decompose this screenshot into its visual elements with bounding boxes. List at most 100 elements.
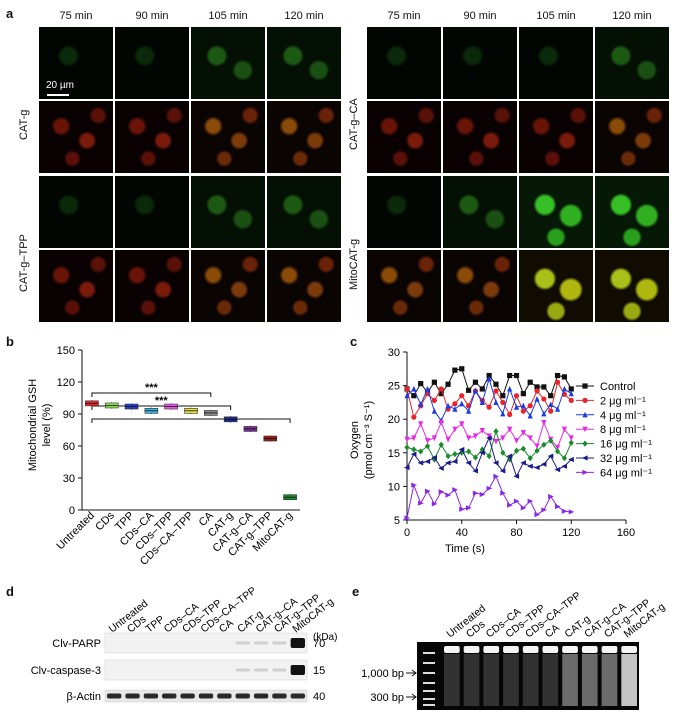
data-point xyxy=(541,507,547,513)
data-point xyxy=(541,384,547,390)
x-tick-label: CDs xyxy=(93,509,117,533)
blot-band xyxy=(235,668,250,672)
data-point xyxy=(534,443,540,450)
data-point xyxy=(451,458,458,465)
data-point xyxy=(506,453,513,459)
data-point xyxy=(520,402,526,409)
data-point xyxy=(554,503,561,510)
data-point xyxy=(438,391,444,397)
data-point xyxy=(507,502,513,508)
row-label: CAT-g xyxy=(18,109,30,140)
gel-smear xyxy=(503,654,519,706)
data-point xyxy=(554,467,561,473)
data-point xyxy=(411,482,417,488)
legend-item: Control xyxy=(576,381,635,393)
box-series xyxy=(85,400,297,501)
data-point xyxy=(438,465,444,471)
data-point xyxy=(500,393,506,399)
legend-label: 4 μg ml⁻¹ xyxy=(600,410,646,422)
series-line xyxy=(406,368,572,397)
gel-smear xyxy=(483,654,500,706)
time-header: 120 min xyxy=(612,10,652,22)
y-tick-label: 120 xyxy=(57,377,75,389)
gel-smear xyxy=(444,654,460,706)
y-tick-label: 30 xyxy=(388,347,400,359)
y-tick-label: 20 xyxy=(388,414,400,426)
data-point xyxy=(486,433,492,440)
data-point xyxy=(568,397,574,403)
legend-item: 32 μg ml⁻¹ xyxy=(576,453,652,465)
data-point xyxy=(554,444,561,451)
data-point xyxy=(424,385,431,392)
row-label: CAT-g–CA xyxy=(348,98,360,150)
series-line xyxy=(406,380,572,419)
kda-marker: 40 xyxy=(313,691,325,703)
data-point xyxy=(411,393,417,399)
data-point xyxy=(513,447,520,454)
data-point xyxy=(533,464,540,471)
data-point xyxy=(452,406,458,412)
data-point xyxy=(513,393,520,399)
micrograph xyxy=(443,101,517,173)
data-point xyxy=(479,399,485,405)
data-point xyxy=(445,381,451,387)
marker-arrow xyxy=(406,693,417,701)
gel-band xyxy=(463,646,480,653)
blot-band xyxy=(290,638,305,648)
data-point xyxy=(492,460,499,466)
y-tick-labels: 0 30 60 90 120 150 xyxy=(57,345,75,517)
data-point xyxy=(465,460,472,466)
data-point xyxy=(493,381,499,387)
data-point xyxy=(438,489,445,495)
data-point xyxy=(404,386,410,392)
data-point xyxy=(507,411,513,418)
micrograph xyxy=(191,250,265,322)
time-header: 75 min xyxy=(59,10,93,22)
significance-bracket xyxy=(91,392,212,397)
micrograph xyxy=(595,250,669,322)
data-point xyxy=(500,410,506,417)
data-point xyxy=(404,392,410,399)
micrograph xyxy=(367,27,441,99)
micrograph xyxy=(443,176,517,248)
panel-b-label: b xyxy=(6,334,14,349)
micrograph xyxy=(443,27,517,99)
micrograph xyxy=(39,176,113,248)
data-point xyxy=(534,447,540,454)
significance-brackets: ********* xyxy=(91,382,291,423)
gel-band xyxy=(562,646,578,653)
data-point xyxy=(568,390,574,397)
gsh-box-chart: ********* UntreatedCDsTPPCDs–CACDs–TPPCD… xyxy=(27,345,300,568)
micrograph xyxy=(115,101,189,173)
series-group xyxy=(404,366,574,399)
time-header: 120 min xyxy=(284,10,324,22)
marker-label: 300 bp xyxy=(370,692,404,704)
data-point xyxy=(500,399,506,405)
data-point xyxy=(548,493,554,500)
micrograph xyxy=(267,27,341,99)
data-point xyxy=(459,393,465,399)
data-point xyxy=(561,426,568,433)
y-tick-label: 0 xyxy=(69,505,75,517)
data-point xyxy=(445,402,451,409)
data-point xyxy=(520,391,526,397)
micrograph xyxy=(267,176,341,248)
data-point xyxy=(568,386,574,392)
data-point xyxy=(472,379,479,385)
data-point xyxy=(561,463,568,469)
data-point xyxy=(554,372,561,379)
data-point xyxy=(527,435,533,442)
micrograph xyxy=(191,27,265,99)
data-point xyxy=(554,379,561,385)
data-point xyxy=(582,426,588,433)
x-tick-label: 80 xyxy=(510,527,522,539)
x-tick-label: 0 xyxy=(404,527,410,539)
data-point xyxy=(459,366,465,372)
data-point xyxy=(561,508,568,514)
gel-image xyxy=(417,642,639,710)
data-point xyxy=(582,411,588,418)
data-point xyxy=(418,380,424,387)
data-point xyxy=(431,501,438,507)
